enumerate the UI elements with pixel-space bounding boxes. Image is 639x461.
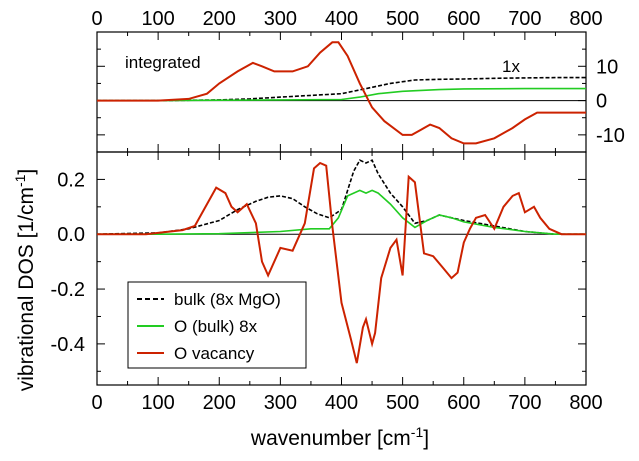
bottom-series-1 — [97, 189, 586, 235]
top-y-tick-label: 10 — [596, 56, 618, 78]
legend-label-0: bulk (8x MgO) — [174, 290, 281, 309]
top-x-tick-label: 500 — [386, 8, 419, 30]
bottom-x-tick-label: 700 — [508, 392, 541, 414]
bottom-x-tick-label: 800 — [569, 392, 602, 414]
top-series-1 — [97, 87, 586, 102]
bottom-x-tick-label: 400 — [325, 392, 358, 414]
bottom-x-tick-label: 600 — [447, 392, 480, 414]
top-y-tick-label: -10 — [596, 125, 625, 147]
bottom-x-tick-label: 300 — [264, 392, 297, 414]
top-y-tick-label: 0 — [596, 91, 607, 113]
bottom-y-tick-label: 0.0 — [57, 224, 85, 246]
annotation-integrated: integrated — [125, 53, 201, 72]
bottom-x-tick-label: 100 — [141, 392, 174, 414]
bottom-x-tick-label: 200 — [203, 392, 236, 414]
x-axis-title: wavenumber [cm-1] — [250, 424, 429, 450]
bottom-y-tick-label: -0.4 — [51, 334, 85, 356]
legend: bulk (8x MgO) O (bulk) 8x O vacancy — [127, 281, 307, 369]
legend-label-1: O (bulk) 8x — [174, 317, 258, 336]
legend-label-2: O vacancy — [174, 344, 255, 363]
top-x-tick-label: 0 — [91, 8, 102, 30]
bottom-series-2 — [97, 161, 586, 364]
top-x-tick-label: 700 — [508, 8, 541, 30]
top-x-tick-label: 100 — [141, 8, 174, 30]
top-x-tick-label: 600 — [447, 8, 480, 30]
top-series-0 — [97, 76, 586, 102]
bottom-panel: 0 100 200 300 400 500 600 700 800 0.2 0.0 -0.2 -0.4 — [51, 151, 603, 414]
bottom-y-tick-label: -0.2 — [51, 279, 85, 301]
top-x-tick-label: 300 — [264, 8, 297, 30]
top-x-tick-label: 800 — [569, 8, 602, 30]
top-x-tick-label: 200 — [203, 8, 236, 30]
bottom-y-tick-label: 0.2 — [57, 169, 85, 191]
y-axis-title: vibrational DOS [1/cm-1] — [12, 169, 38, 392]
annotation-scale: 1x — [502, 57, 520, 76]
bottom-x-tick-label: 500 — [386, 392, 419, 414]
top-x-tick-label: 400 — [325, 8, 358, 30]
top-frame — [96, 31, 587, 153]
top-panel: 0 100 200 300 400 500 600 700 800100-10integrate… — [91, 8, 625, 153]
top-series-2 — [97, 41, 586, 145]
bottom-x-tick-label: 0 — [91, 392, 102, 414]
